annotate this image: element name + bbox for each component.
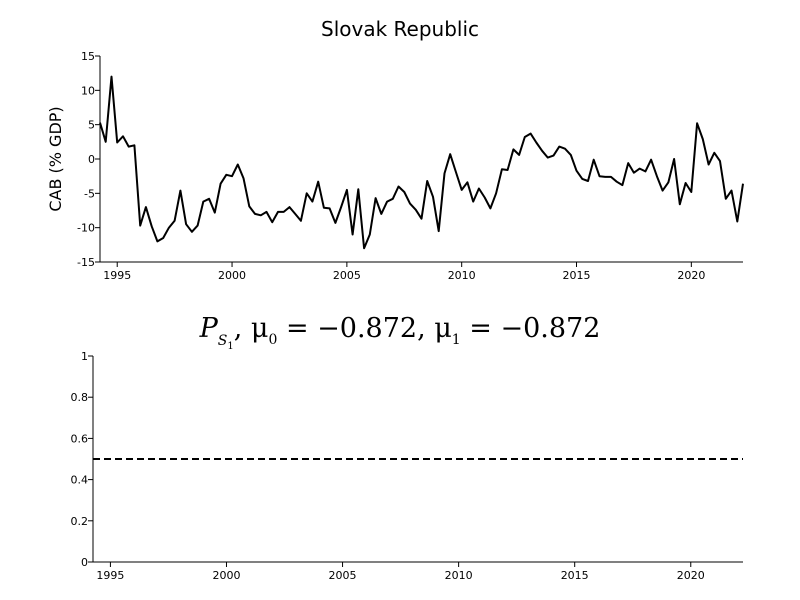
top-y-tick-label: -15 bbox=[77, 256, 95, 269]
bottom-y-tick-label: 0.8 bbox=[71, 391, 89, 404]
bottom-x-tick-label: 2010 bbox=[445, 569, 473, 582]
bottom-ticks: 0 0.2 0.4 0.6 0.8 1 1995 2000 2005 2010 2015 2020 bbox=[71, 350, 705, 582]
top-y-tick-label: -5 bbox=[84, 187, 95, 200]
probability-title: PS1, μ0 = −0.872, μ1 = −0.872 bbox=[199, 313, 601, 352]
top-y-tick-label: -10 bbox=[77, 222, 95, 235]
bottom-x-tick-label: 2005 bbox=[329, 569, 357, 582]
top-x-tick-label: 1995 bbox=[103, 269, 131, 282]
top-x-tick-label: 2005 bbox=[333, 269, 361, 282]
top-series bbox=[99, 75, 744, 250]
chart-title: Slovak Republic bbox=[321, 17, 479, 41]
top-y-tick-label: 0 bbox=[88, 153, 95, 166]
cab-chart: Slovak Republic CAB (% GDP) -15 -10 -5 0 5 10… bbox=[46, 17, 744, 282]
top-y-tick-label: 15 bbox=[81, 50, 95, 63]
top-x-tick-label: 2000 bbox=[218, 269, 246, 282]
top-y-tick-label: 10 bbox=[81, 84, 95, 97]
top-series-line bbox=[99, 75, 744, 250]
probability-chart: PS1, μ0 = −0.872, μ1 = −0.872 0 0.2 0.4 0.6… bbox=[71, 313, 743, 582]
top-ticks: -15 -10 -5 0 5 10 15 1995 2000 2005 2010 2015 2020 bbox=[77, 50, 705, 282]
bottom-y-tick-label: 0.4 bbox=[71, 474, 89, 487]
bottom-y-tick-label: 0.6 bbox=[71, 432, 89, 445]
y-axis-label: CAB (% GDP) bbox=[46, 106, 65, 211]
bottom-x-tick-label: 1995 bbox=[96, 569, 124, 582]
bottom-x-tick-label: 2015 bbox=[561, 569, 589, 582]
bottom-x-tick-label: 2020 bbox=[677, 569, 705, 582]
top-x-tick-label: 2010 bbox=[448, 269, 476, 282]
bottom-y-tick-label: 0.2 bbox=[71, 515, 89, 528]
bottom-x-tick-label: 2000 bbox=[212, 569, 240, 582]
top-y-tick-label: 5 bbox=[88, 119, 95, 132]
bottom-y-tick-label: 0 bbox=[81, 556, 88, 569]
bottom-y-tick-label: 1 bbox=[81, 350, 88, 363]
top-axes bbox=[99, 56, 743, 263]
top-x-tick-label: 2015 bbox=[563, 269, 591, 282]
top-x-tick-label: 2020 bbox=[677, 269, 705, 282]
